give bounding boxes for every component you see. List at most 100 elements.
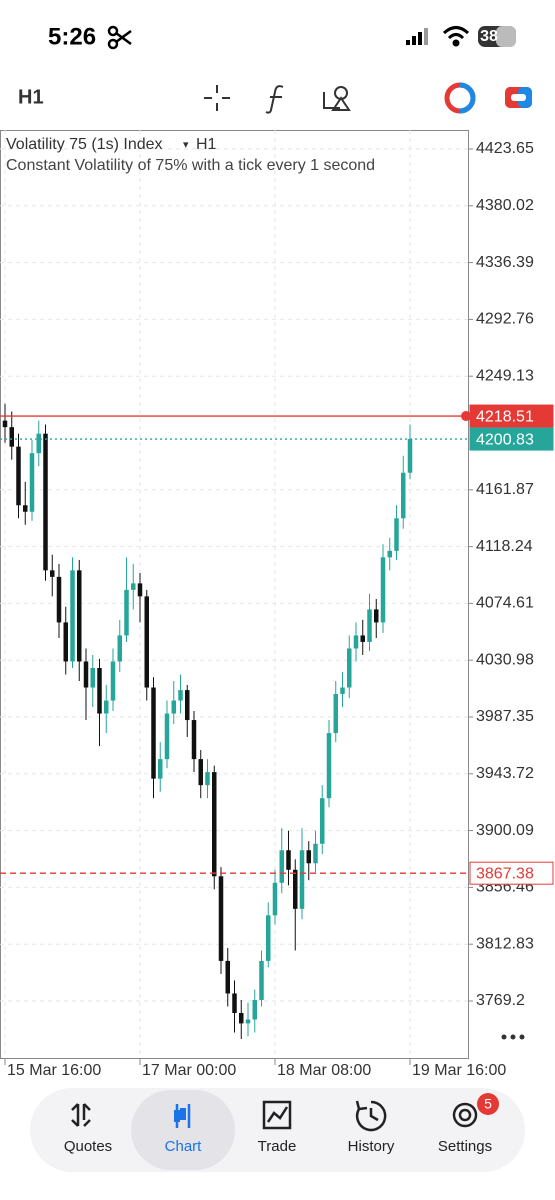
price-label: 4218.51 <box>476 408 534 425</box>
candle-body <box>185 690 190 721</box>
price-label-box <box>469 427 554 451</box>
one-click-icon[interactable] <box>505 87 532 108</box>
candle-body <box>225 960 230 994</box>
plot <box>0 130 473 1065</box>
x-tick-label: 19 Mar 16:00 <box>412 1062 506 1079</box>
symbol-dropdown[interactable]: ▾ <box>183 139 189 151</box>
candle-body <box>313 843 318 864</box>
nav-icon[interactable] <box>262 1100 292 1130</box>
nav-icon[interactable] <box>452 1102 478 1128</box>
candle-body <box>360 635 365 642</box>
candle-body <box>272 882 278 916</box>
candle-body <box>36 433 41 454</box>
candle-body <box>212 772 217 877</box>
candle-body <box>306 850 311 864</box>
nav-bar <box>30 1088 525 1172</box>
candle-body <box>23 505 28 512</box>
candle-body <box>16 446 21 506</box>
candle-body <box>380 557 386 623</box>
nav-badge-bg <box>477 1093 499 1115</box>
candle-body <box>239 1012 244 1024</box>
candle-body <box>259 960 264 1000</box>
candle-body <box>232 993 237 1013</box>
x-tick-label: 18 Mar 08:00 <box>277 1062 371 1079</box>
candle-body <box>245 1019 251 1024</box>
y-tick-label: 4118.24 <box>476 538 533 555</box>
candle-body <box>340 687 345 695</box>
candle-body <box>56 576 62 623</box>
nav-label[interactable]: Chart <box>165 1138 203 1155</box>
candle-body <box>171 700 176 714</box>
candle-body <box>131 583 136 590</box>
chart-title: Volatility 75 (1s) Index <box>6 136 163 153</box>
nav-active-bg <box>131 1090 235 1170</box>
nav-icon[interactable] <box>71 1103 91 1127</box>
nav-badge: 5 <box>484 1096 492 1112</box>
status-time: 5:26 <box>48 23 96 50</box>
wifi-icon <box>442 26 470 47</box>
candle-body <box>158 759 163 779</box>
nav-label[interactable]: Settings <box>438 1138 492 1155</box>
candle-body <box>218 876 224 961</box>
candle-body <box>164 713 170 760</box>
candle-body <box>137 583 143 597</box>
objects-tool[interactable] <box>323 86 351 111</box>
y-tick-label: 3812.83 <box>476 935 534 952</box>
candle-body <box>374 609 379 623</box>
y-tick-label: 4249.13 <box>476 367 534 384</box>
candle-body <box>387 550 392 558</box>
nav-icon-candle <box>180 1108 186 1120</box>
candle-body <box>77 570 82 662</box>
y-tick-label: 4423.65 <box>476 140 534 157</box>
candle-body <box>333 694 338 734</box>
candle-body <box>29 453 35 512</box>
battery-level: 38 <box>480 28 498 45</box>
nav-label[interactable]: Quotes <box>64 1138 112 1155</box>
indicators-tool[interactable] <box>265 85 284 114</box>
candle-body <box>286 850 291 870</box>
y-tick-label: 4161.87 <box>476 481 534 498</box>
y-tick-label: 3943.72 <box>476 765 534 782</box>
candle-body <box>124 589 129 636</box>
x-tick-label: 15 Mar 16:00 <box>7 1062 101 1079</box>
crosshair-tool[interactable] <box>204 85 230 111</box>
candle-body <box>151 687 156 779</box>
price-line-handle[interactable] <box>461 411 471 422</box>
candle-body <box>279 850 284 883</box>
candle-body <box>191 720 197 760</box>
x-tick-label: 17 Mar 00:00 <box>142 1062 236 1079</box>
scissors-icon <box>107 25 132 50</box>
battery-empty <box>496 26 516 47</box>
candle-body <box>320 798 325 844</box>
candle-body <box>401 472 406 519</box>
candle-body <box>9 427 14 447</box>
candle-body <box>293 869 298 909</box>
signal-icon <box>406 28 428 45</box>
price-label: 3867.38 <box>476 865 534 882</box>
nav-label[interactable]: History <box>348 1138 395 1155</box>
nav-icon-candle <box>174 1110 180 1122</box>
candle-body <box>144 596 149 688</box>
candle-body <box>205 772 210 786</box>
nav-label[interactable]: Trade <box>258 1138 297 1155</box>
candle-body <box>178 690 183 701</box>
nav-icon[interactable] <box>355 1100 387 1132</box>
candle-body <box>394 518 399 551</box>
more-menu[interactable] <box>501 1034 525 1040</box>
candle-body <box>97 667 102 714</box>
candle-body <box>347 648 352 688</box>
candle-body <box>367 609 372 642</box>
candle-body <box>104 700 109 714</box>
candle-body <box>353 635 359 649</box>
chart-timeframe: H1 <box>196 136 217 153</box>
candle-body <box>83 661 89 688</box>
candle-body <box>198 759 203 786</box>
candle-body <box>90 667 95 688</box>
trade-account-icon[interactable] <box>444 82 476 114</box>
candle-body <box>63 622 68 662</box>
timeframe-button[interactable]: H1 <box>18 86 44 108</box>
candle-body <box>266 915 271 961</box>
y-tick-label: 4030.98 <box>476 651 534 668</box>
chart-subtitle: Constant Volatility of 75% with a tick e… <box>6 157 375 174</box>
